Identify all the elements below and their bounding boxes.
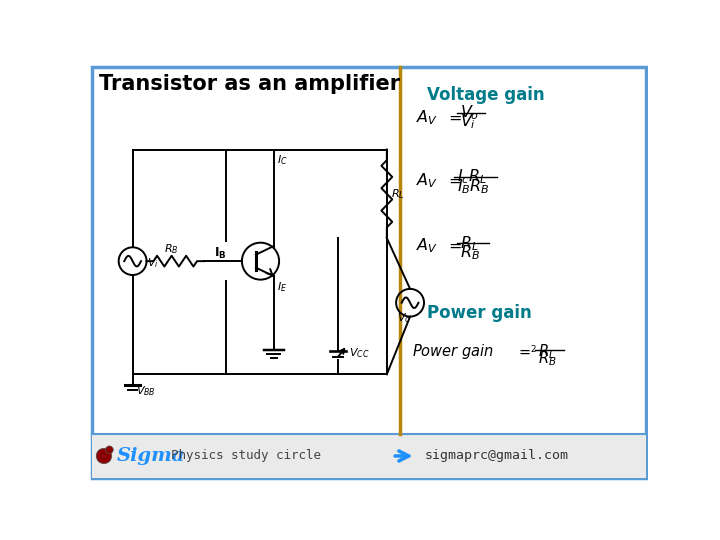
Text: $A_V$: $A_V$ <box>415 108 438 126</box>
Circle shape <box>106 446 113 454</box>
Text: $\mathbf{I_B}$: $\mathbf{I_B}$ <box>214 246 227 261</box>
Text: $I_E$: $I_E$ <box>276 280 287 294</box>
Circle shape <box>96 448 112 464</box>
Text: $R_B$: $R_B$ <box>461 244 480 262</box>
Text: $I_B R_B$: $I_B R_B$ <box>457 177 490 196</box>
Text: $V_{BB}$: $V_{BB}$ <box>137 384 156 398</box>
FancyBboxPatch shape <box>92 67 646 478</box>
Text: Sigma: Sigma <box>117 447 185 465</box>
Text: $V_{CC}$: $V_{CC}$ <box>349 346 369 360</box>
Text: $=$: $=$ <box>445 110 462 125</box>
FancyBboxPatch shape <box>92 434 646 478</box>
Text: Power gain: Power gain <box>427 303 532 321</box>
Text: $R_L$: $R_L$ <box>391 187 405 201</box>
Text: $=$: $=$ <box>516 344 532 359</box>
Text: $R_L$: $R_L$ <box>538 342 555 361</box>
Text: $=$: $=$ <box>445 238 462 253</box>
Text: $R_B$: $R_B$ <box>164 242 179 256</box>
Text: $V_o$: $V_o$ <box>461 103 480 122</box>
Text: $=$: $=$ <box>445 173 462 188</box>
Text: $R_L$: $R_L$ <box>461 234 479 253</box>
Text: $V_i$: $V_i$ <box>148 256 159 269</box>
Text: $V_o$: $V_o$ <box>397 311 411 325</box>
Text: $\mathit{Power\ gain}$: $\mathit{Power\ gain}$ <box>412 342 494 361</box>
Text: $A_V$: $A_V$ <box>415 171 438 190</box>
Text: Voltage gain: Voltage gain <box>427 86 545 104</box>
Text: $A_V$: $A_V$ <box>415 237 438 255</box>
Text: ${}^2$: ${}^2$ <box>530 345 537 357</box>
Text: $V_i$: $V_i$ <box>461 112 477 131</box>
Text: $R_B$: $R_B$ <box>538 350 557 368</box>
Text: Physics study circle: Physics study circle <box>171 449 321 462</box>
Text: sigmaprc@gmail.com: sigmaprc@gmail.com <box>425 449 569 462</box>
Text: $I_C$: $I_C$ <box>276 153 287 167</box>
Text: Transistor as an amplifier: Transistor as an amplifier <box>99 74 400 94</box>
Text: $I_c R_L$: $I_c R_L$ <box>457 167 487 186</box>
